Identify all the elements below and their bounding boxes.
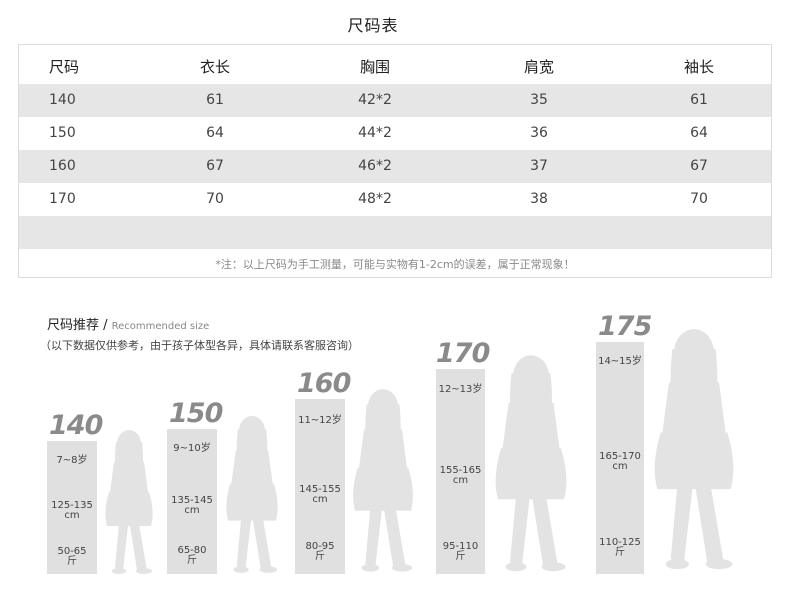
page-title: 尺码表 bbox=[347, 16, 399, 35]
age-label: 12~13岁 bbox=[438, 384, 483, 395]
weight-label: 65-80 斤 bbox=[177, 545, 207, 566]
weight-label: 110-125 斤 bbox=[599, 537, 641, 558]
header-chest: 胸围 bbox=[359, 58, 390, 76]
age-label: 9~10岁 bbox=[173, 443, 211, 454]
cell-length: 70 bbox=[206, 191, 224, 207]
height-range-label: 145-155 cm bbox=[299, 484, 341, 505]
cell-sleeve: 70 bbox=[690, 191, 708, 207]
height-label: 160 bbox=[297, 368, 351, 399]
cell-shoulder: 38 bbox=[530, 191, 548, 207]
cell-shoulder: 35 bbox=[530, 92, 548, 108]
table-header-row: 尺码 衣长 胸围 肩宽 袖长 bbox=[19, 51, 771, 84]
girl-silhouette-icon bbox=[654, 329, 734, 570]
cell-chest: 42*2 bbox=[358, 92, 392, 108]
girl-silhouette-icon bbox=[353, 389, 413, 572]
size-bar: 14~15岁 165-170 cm 110-125 斤 bbox=[596, 342, 644, 574]
cell-sleeve: 61 bbox=[690, 92, 708, 108]
girl-silhouette-icon bbox=[226, 416, 278, 573]
cell-sleeve: 67 bbox=[690, 158, 708, 174]
cell-size: 150 bbox=[49, 125, 76, 141]
girl-silhouette-icon bbox=[495, 355, 567, 572]
height-range-label: 125-135 cm bbox=[51, 500, 93, 521]
cell-sleeve: 64 bbox=[690, 125, 708, 141]
height-label: 170 bbox=[436, 338, 490, 369]
cell-shoulder: 36 bbox=[530, 125, 548, 141]
weight-label: 80-95 斤 bbox=[305, 541, 335, 562]
age-label: 14~15岁 bbox=[598, 356, 642, 367]
cell-shoulder: 37 bbox=[530, 158, 548, 174]
cell-size: 170 bbox=[49, 191, 76, 207]
height-range-label: 155-165 cm bbox=[439, 465, 482, 486]
size-table: 尺码 衣长 胸围 肩宽 袖长 140 61 42*2 35 61 150 64 … bbox=[18, 44, 772, 278]
table-row: 150 64 44*2 36 64 bbox=[19, 117, 771, 150]
recommend-title: 尺码推荐 / Recommended size bbox=[47, 314, 209, 333]
height-range-label: 165-170 cm bbox=[599, 451, 641, 472]
height-label: 140 bbox=[49, 410, 103, 441]
table-row: 160 67 46*2 37 67 bbox=[19, 150, 771, 183]
cell-length: 64 bbox=[206, 125, 224, 141]
weight-label: 95-110 斤 bbox=[442, 541, 479, 562]
table-row: 170 70 48*2 38 70 bbox=[19, 183, 771, 216]
header-sleeve: 袖长 bbox=[683, 58, 714, 76]
age-label: 7~8岁 bbox=[56, 455, 88, 466]
cell-length: 61 bbox=[206, 92, 224, 108]
cell-length: 67 bbox=[206, 158, 224, 174]
cell-size: 160 bbox=[49, 158, 76, 174]
cell-chest: 44*2 bbox=[358, 125, 392, 141]
height-label: 175 bbox=[598, 311, 652, 342]
recommend-subtitle: （以下数据仅供参考，由于孩子体型各异，具体请联系客服咨询） bbox=[40, 339, 359, 352]
size-bar: 12~13岁 155-165 cm 95-110 斤 bbox=[436, 369, 485, 574]
age-label: 11~12岁 bbox=[298, 415, 342, 426]
header-shoulder: 肩宽 bbox=[523, 58, 554, 76]
recommend-title-cn: 尺码推荐 / bbox=[47, 318, 108, 333]
header-length: 衣长 bbox=[199, 58, 230, 76]
cell-chest: 48*2 bbox=[358, 191, 392, 207]
size-bar: 7~8岁 125-135 cm 50-65 斤 bbox=[47, 441, 97, 574]
height-label: 150 bbox=[169, 398, 223, 429]
size-bar: 11~12岁 145-155 cm 80-95 斤 bbox=[295, 399, 345, 574]
recommend-title-en: Recommended size bbox=[111, 321, 210, 332]
cell-chest: 46*2 bbox=[358, 158, 392, 174]
weight-label: 50-65 斤 bbox=[57, 546, 87, 567]
table-note: *注：以上尺码为手工测量，可能与实物有1-2cm的误差，属于正常现象！ bbox=[215, 258, 575, 271]
table-row: 140 61 42*2 35 61 bbox=[19, 84, 771, 117]
cell-size: 140 bbox=[49, 92, 76, 108]
size-bar: 9~10岁 135-145 cm 65-80 斤 bbox=[167, 429, 217, 574]
girl-silhouette-icon bbox=[105, 430, 153, 574]
header-size: 尺码 bbox=[49, 58, 80, 76]
table-row-empty bbox=[19, 216, 771, 249]
height-range-label: 135-145 cm bbox=[171, 495, 213, 516]
